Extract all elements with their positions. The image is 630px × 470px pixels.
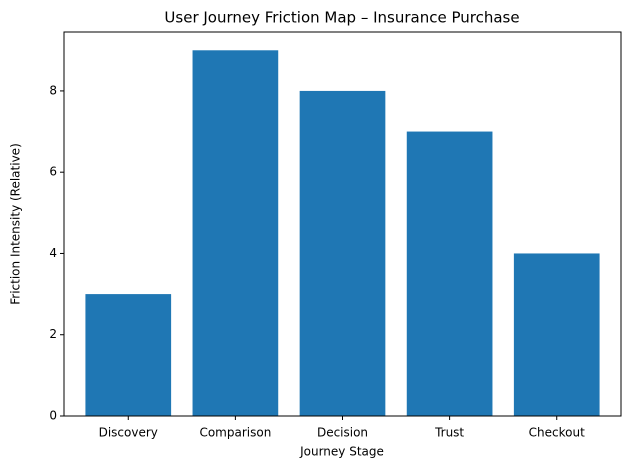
x-tick-label: Checkout bbox=[529, 426, 585, 440]
bar bbox=[85, 294, 172, 416]
x-tick-label: Decision bbox=[317, 426, 368, 440]
y-tick-label: 2 bbox=[49, 327, 57, 341]
bar bbox=[299, 90, 386, 417]
plot-frame bbox=[63, 31, 622, 417]
bar bbox=[406, 131, 493, 417]
x-tick-label: Trust bbox=[434, 426, 464, 440]
x-tick-label: Discovery bbox=[99, 426, 158, 440]
y-tick-label: 6 bbox=[49, 165, 57, 179]
bar bbox=[192, 50, 279, 417]
chart-title: User Journey Friction Map – Insurance Pu… bbox=[164, 9, 519, 27]
x-tick-label: Comparison bbox=[199, 426, 271, 440]
x-axis-label: Journey Stage bbox=[299, 445, 384, 459]
y-tick-label: 8 bbox=[49, 83, 57, 97]
y-tick-label: 0 bbox=[49, 409, 57, 423]
y-tick-label: 4 bbox=[49, 246, 57, 260]
y-axis-label: Friction Intensity (Relative) bbox=[9, 143, 23, 305]
bar bbox=[513, 253, 600, 416]
